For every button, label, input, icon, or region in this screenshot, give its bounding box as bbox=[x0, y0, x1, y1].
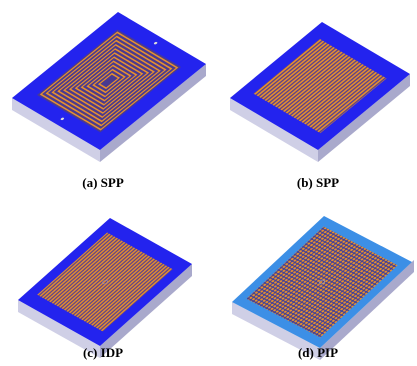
panel-c bbox=[18, 218, 192, 358]
caption: (d) PIP bbox=[298, 345, 338, 360]
caption: (c) IDP bbox=[83, 345, 123, 360]
panel-a bbox=[12, 12, 206, 162]
caption: (b) SPP bbox=[297, 175, 339, 190]
figure: (a) SPP (b) SPP (c) IDP (d) PIP bbox=[0, 0, 417, 366]
caption: (a) SPP bbox=[82, 175, 124, 190]
panel-d bbox=[232, 216, 414, 360]
panel-b bbox=[230, 22, 410, 162]
